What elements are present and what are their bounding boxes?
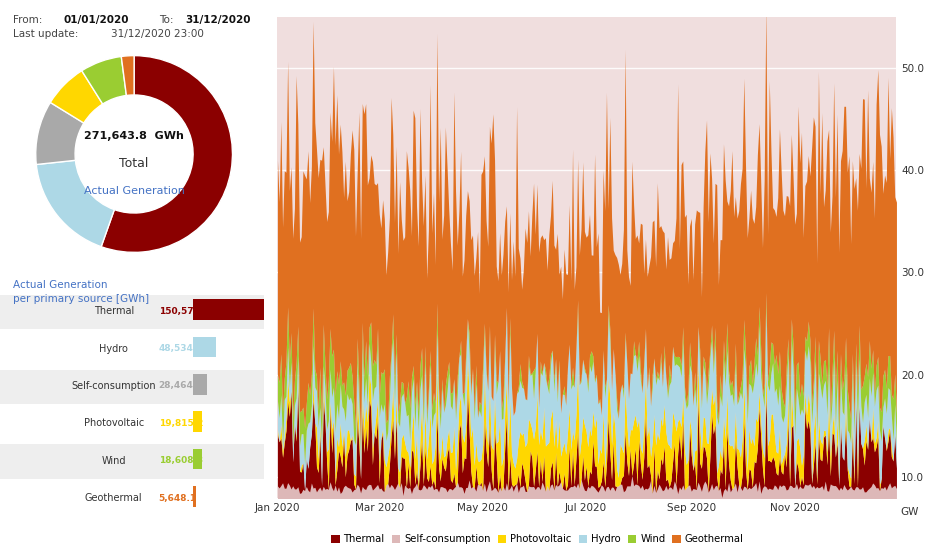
Text: Actual Generation: Actual Generation xyxy=(83,186,184,196)
Text: From:: From: xyxy=(13,15,43,25)
Text: Total: Total xyxy=(120,157,148,170)
FancyBboxPatch shape xyxy=(0,482,264,516)
Text: 18,608.3: 18,608.3 xyxy=(159,456,203,465)
FancyBboxPatch shape xyxy=(0,407,264,441)
FancyBboxPatch shape xyxy=(0,332,264,366)
Wedge shape xyxy=(36,102,83,164)
FancyBboxPatch shape xyxy=(193,411,202,432)
Legend: Thermal, Self-consumption, Photovoltaic, Hydro, Wind, Geothermal: Thermal, Self-consumption, Photovoltaic,… xyxy=(326,530,747,548)
Text: Thermal: Thermal xyxy=(94,306,133,316)
FancyBboxPatch shape xyxy=(193,486,196,507)
FancyBboxPatch shape xyxy=(0,370,264,404)
FancyBboxPatch shape xyxy=(193,449,202,469)
FancyBboxPatch shape xyxy=(0,295,264,329)
Text: GW: GW xyxy=(899,507,918,517)
Text: 28,464.0: 28,464.0 xyxy=(159,382,203,390)
Wedge shape xyxy=(121,56,133,96)
FancyBboxPatch shape xyxy=(0,444,264,478)
Text: 48,534.1: 48,534.1 xyxy=(159,344,203,353)
Text: Self-consumption: Self-consumption xyxy=(71,381,156,391)
Text: Last update:: Last update: xyxy=(13,29,79,38)
Wedge shape xyxy=(50,71,103,123)
Text: 31/12/2020 23:00: 31/12/2020 23:00 xyxy=(111,29,204,38)
Text: 150,574.2: 150,574.2 xyxy=(159,307,210,316)
Text: Geothermal: Geothermal xyxy=(85,493,143,503)
FancyBboxPatch shape xyxy=(193,337,216,357)
Wedge shape xyxy=(82,57,126,104)
Text: 31/12/2020: 31/12/2020 xyxy=(185,15,250,25)
Text: 5,648.1: 5,648.1 xyxy=(159,494,197,503)
Text: 19,815.2: 19,815.2 xyxy=(159,419,203,428)
Text: Wind: Wind xyxy=(101,456,126,466)
Text: Hydro: Hydro xyxy=(99,344,128,354)
Wedge shape xyxy=(101,56,232,252)
Text: To:: To: xyxy=(159,15,173,25)
Text: 271,643.8  GWh: 271,643.8 GWh xyxy=(84,131,184,141)
Text: Actual Generation
per primary source [GWh]: Actual Generation per primary source [GW… xyxy=(13,280,149,305)
FancyBboxPatch shape xyxy=(193,299,264,320)
Text: 01/01/2020: 01/01/2020 xyxy=(63,15,129,25)
Text: Photovoltaic: Photovoltaic xyxy=(83,419,144,428)
FancyBboxPatch shape xyxy=(193,374,207,394)
Wedge shape xyxy=(36,160,114,247)
